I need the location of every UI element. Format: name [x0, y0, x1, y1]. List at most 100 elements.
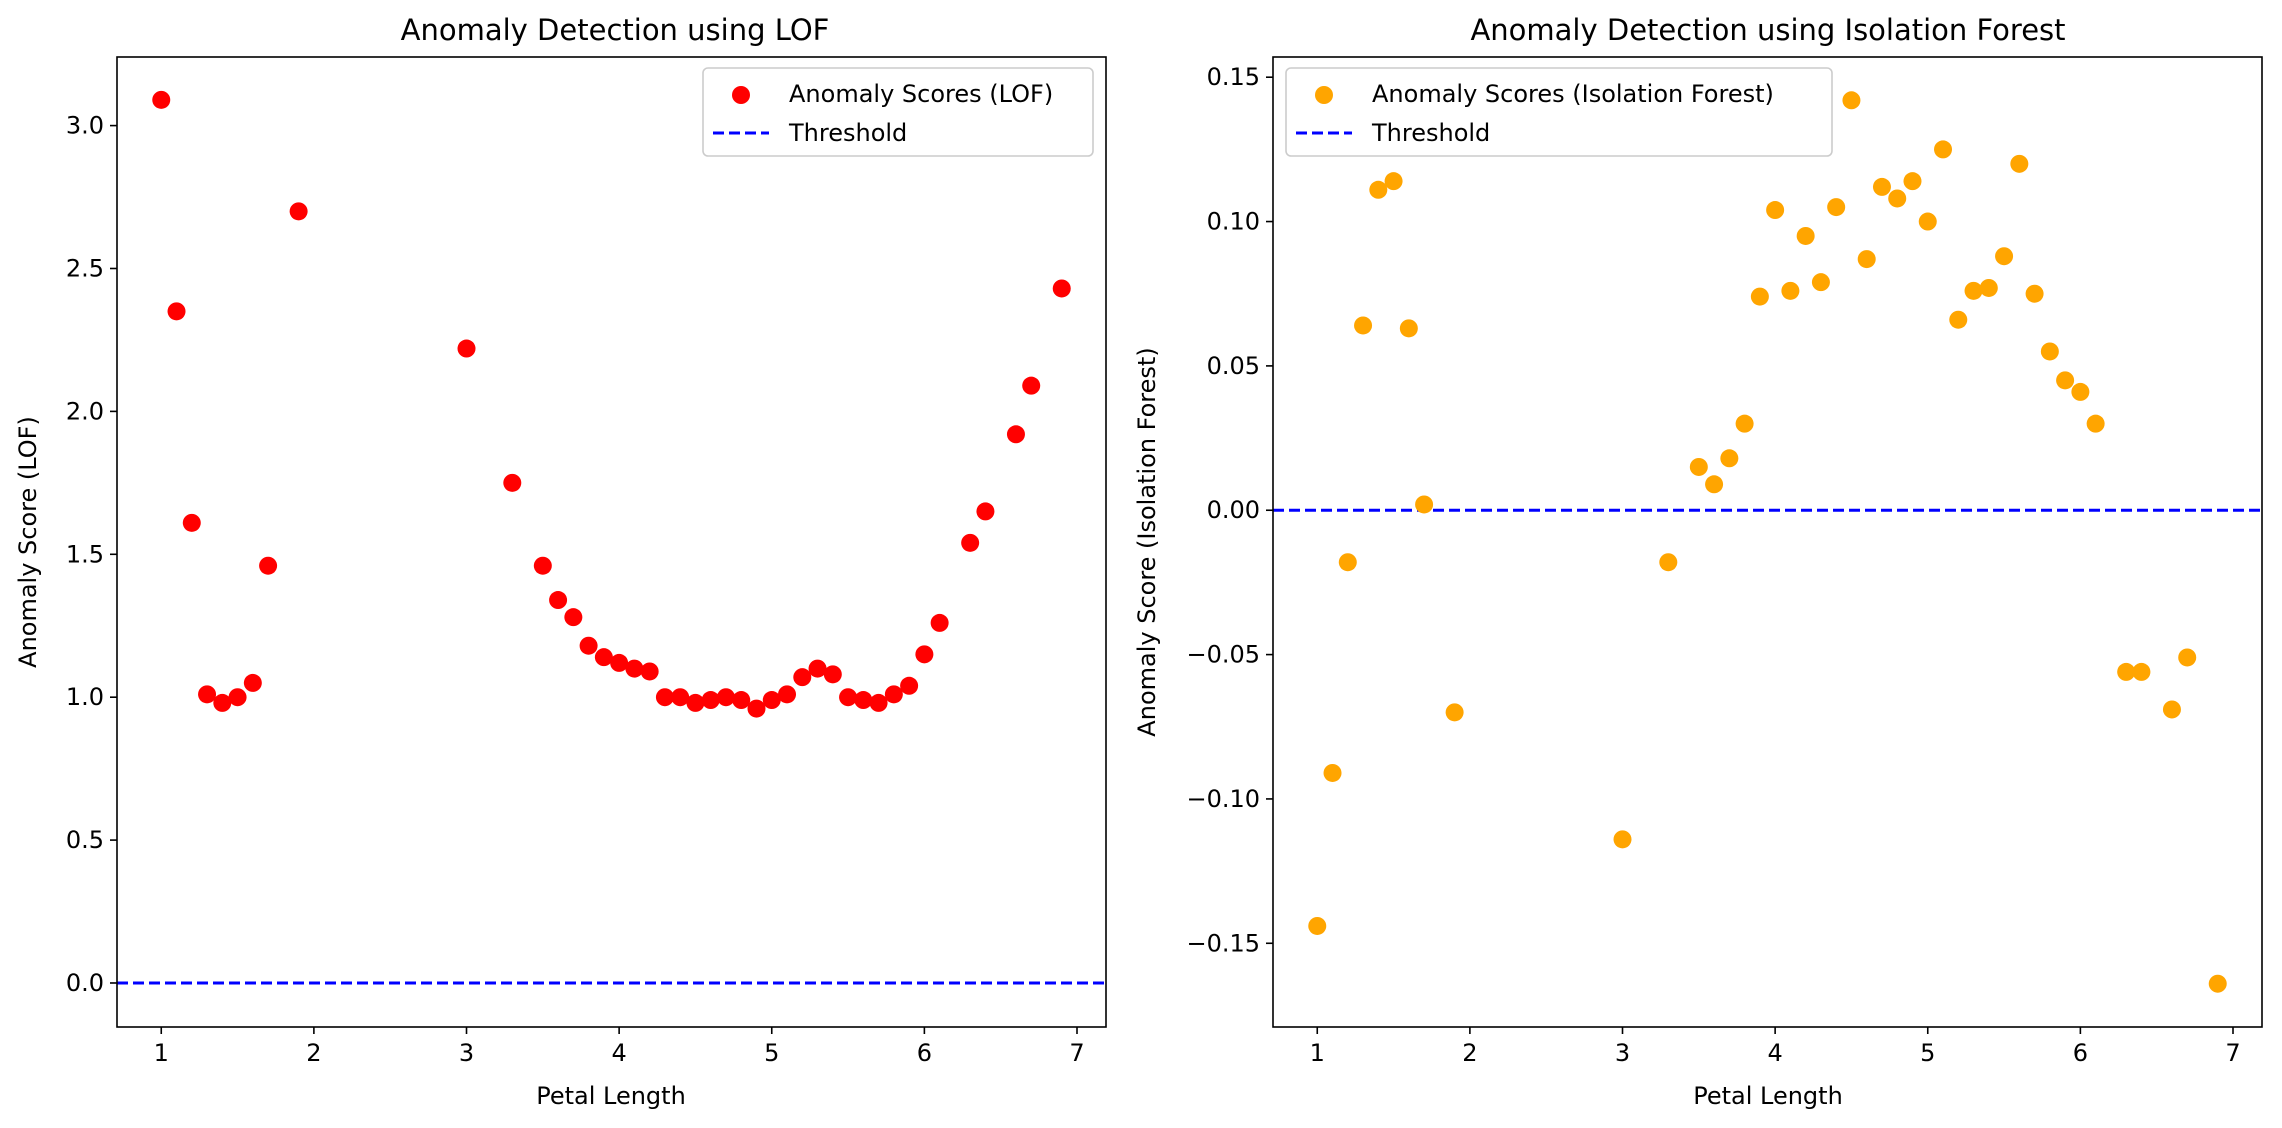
- chart-title: Anomaly Detection using Isolation Forest: [1470, 13, 2065, 47]
- data-point: [884, 685, 903, 704]
- legend: Anomaly Scores (Isolation Forest) Thresh…: [1285, 67, 1833, 157]
- y-tick-label: 0.10: [1207, 208, 1260, 236]
- data-point: [1369, 180, 1388, 199]
- data-point: [1934, 140, 1953, 159]
- x-tick-label: 2: [1462, 1039, 1477, 1067]
- data-point: [2025, 284, 2044, 303]
- data-point: [961, 533, 980, 552]
- data-point: [2208, 974, 2227, 993]
- data-point: [2162, 700, 2181, 719]
- data-point: [1827, 198, 1846, 217]
- legend-box: [702, 67, 1094, 157]
- y-tick-label: 3.0: [66, 112, 104, 140]
- legend-label-scores: Anomaly Scores (LOF): [789, 80, 1053, 108]
- data-point: [762, 691, 781, 710]
- data-point: [1006, 425, 1025, 444]
- data-point: [213, 693, 232, 712]
- data-point: [1735, 414, 1754, 433]
- data-point: [594, 648, 613, 667]
- data-point: [854, 691, 873, 710]
- data-point: [732, 691, 751, 710]
- data-point: [2056, 371, 2075, 390]
- x-tick-label: 2: [306, 1039, 321, 1067]
- data-point: [716, 688, 735, 707]
- data-point: [869, 693, 888, 712]
- data-point: [1766, 201, 1785, 220]
- data-point: [1613, 830, 1632, 849]
- data-point: [2086, 414, 2105, 433]
- data-point: [2071, 382, 2090, 401]
- y-tick-label: 0.15: [1207, 63, 1260, 91]
- data-point: [930, 613, 949, 632]
- data-point: [1308, 916, 1327, 935]
- data-point: [686, 693, 705, 712]
- data-point: [2117, 662, 2136, 681]
- y-tick-label: 0.0: [66, 969, 104, 997]
- x-tick-label: 5: [764, 1039, 779, 1067]
- data-point: [167, 302, 186, 321]
- y-tick-label: 0.00: [1207, 496, 1260, 524]
- data-point: [1964, 281, 1983, 300]
- data-point: [1720, 449, 1739, 468]
- data-point: [1903, 172, 1922, 191]
- data-point: [1445, 703, 1464, 722]
- x-tick-label: 3: [1615, 1039, 1630, 1067]
- legend-label-scores: Anomaly Scores (Isolation Forest): [1372, 80, 1774, 108]
- y-axis-label: Anomaly Score (LOF): [14, 416, 42, 668]
- data-point: [1979, 278, 1998, 297]
- data-point: [625, 659, 644, 678]
- plot-frame: [1272, 56, 2263, 1028]
- data-point: [1857, 250, 1876, 269]
- plot-frame: [116, 56, 1107, 1028]
- data-point: [900, 676, 919, 695]
- data-point: [1022, 376, 1041, 395]
- y-tick-label: −0.05: [1186, 641, 1260, 669]
- data-point: [1796, 226, 1815, 245]
- y-axis-label: Anomaly Score (Isolation Forest): [1133, 347, 1161, 736]
- y-tick-label: −0.10: [1186, 785, 1260, 813]
- data-point: [823, 665, 842, 684]
- x-axis-label: Petal Length: [536, 1082, 686, 1110]
- legend: Anomaly Scores (LOF) Threshold: [702, 67, 1094, 157]
- x-tick-label: 7: [1069, 1039, 1084, 1067]
- y-tick-label: 1.0: [66, 683, 104, 711]
- x-tick-label: 3: [459, 1039, 474, 1067]
- data-point: [289, 202, 308, 221]
- data-point: [1354, 316, 1373, 335]
- data-point: [243, 673, 262, 692]
- data-point: [152, 90, 171, 109]
- data-point: [976, 502, 995, 521]
- data-point: [1781, 281, 1800, 300]
- data-point: [793, 668, 812, 687]
- data-point: [671, 688, 690, 707]
- data-point: [1323, 763, 1342, 782]
- x-tick-label: 6: [2073, 1039, 2088, 1067]
- data-point: [1872, 177, 1891, 196]
- y-tick-label: 2.5: [66, 254, 104, 282]
- data-point: [564, 608, 583, 627]
- lof-chart: Anomaly Detection using LOF 1 2 3 4 5 6 7 0.0 0.…: [14, 13, 1107, 1110]
- data-point: [1399, 319, 1418, 338]
- y-tick-label: −0.15: [1186, 929, 1260, 957]
- x-tick-label: 1: [154, 1039, 169, 1067]
- x-tick-label: 4: [611, 1039, 626, 1067]
- x-tick-label: 4: [1767, 1039, 1782, 1067]
- data-point: [579, 636, 598, 655]
- y-tick-label: 1.5: [66, 540, 104, 568]
- data-point: [778, 685, 797, 704]
- data-point: [915, 645, 934, 664]
- data-point: [701, 691, 720, 710]
- legend-label-threshold: Threshold: [788, 119, 907, 147]
- data-point: [640, 662, 659, 681]
- isolation-forest-chart: Anomaly Detection using Isolation Forest…: [1133, 13, 2263, 1110]
- data-point: [259, 556, 278, 575]
- data-point: [1415, 495, 1434, 514]
- data-point: [1384, 172, 1403, 191]
- data-point: [1888, 189, 1907, 208]
- data-point: [2040, 342, 2059, 361]
- data-point: [457, 339, 476, 358]
- data-point: [1918, 212, 1937, 231]
- data-point: [808, 659, 827, 678]
- data-point: [1338, 553, 1357, 572]
- data-point: [1842, 91, 1861, 110]
